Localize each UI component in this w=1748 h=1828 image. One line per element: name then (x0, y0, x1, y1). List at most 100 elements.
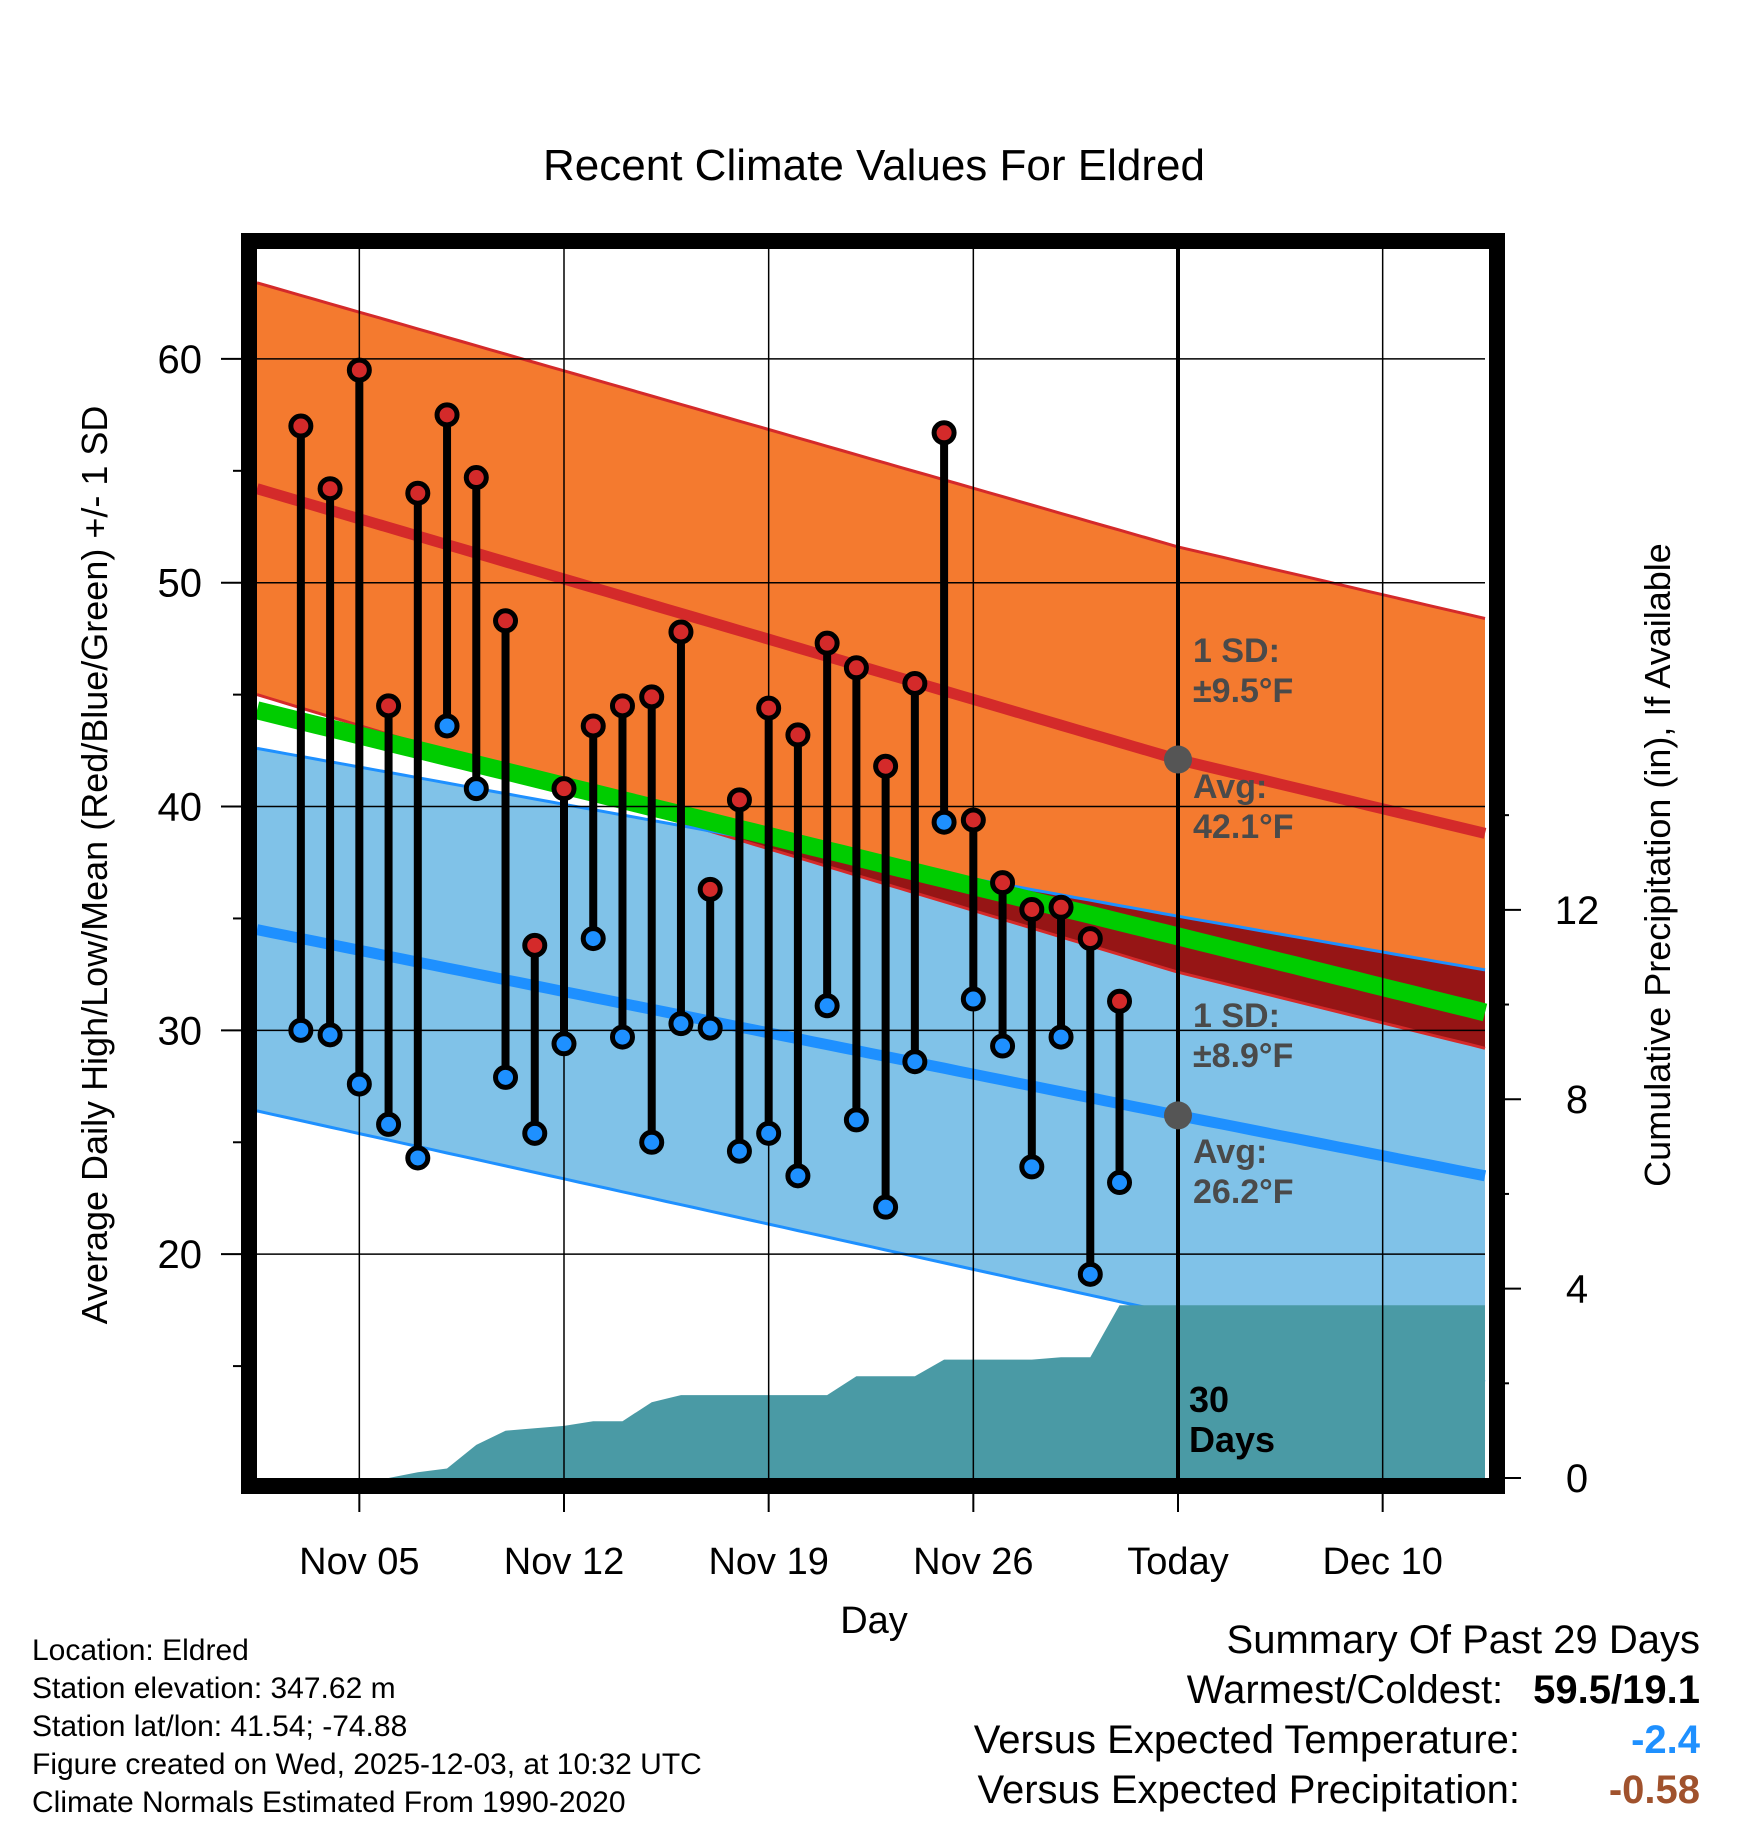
daily-low-point: 27.6 (346, 1071, 372, 1097)
daily-high-point: 57 (288, 413, 314, 439)
summary-temp-row: Versus Expected Temperature: -2.4 (974, 1718, 1700, 1763)
summary-precip-value: -0.58 (1608, 1768, 1700, 1812)
high-avg-label: Avg: (1193, 768, 1267, 806)
low-sd-label: ±8.9°F (1193, 1037, 1293, 1075)
daily-low-point: 29.4 (551, 1031, 577, 1057)
x-axis-label: Day (840, 1600, 908, 1642)
info-elevation: Station elevation: 347.62 m (32, 1672, 396, 1705)
y-tick-label: 40 (158, 786, 203, 830)
low-avg-label: 26.2°F (1193, 1173, 1294, 1211)
daily-low-point: 39.3 (931, 809, 957, 835)
daily-high-point: 40.8 (551, 776, 577, 802)
daily-low-point: 31.4 (960, 986, 986, 1012)
daily-high-point: 35.5 (1048, 894, 1074, 920)
y2-tick-label: 12 (1555, 889, 1600, 933)
daily-low-point: 29.8 (317, 1022, 343, 1048)
daily-low-point: 26 (843, 1107, 869, 1133)
high-avg-label: 42.1°F (1193, 808, 1294, 846)
daily-low-point: 24.3 (405, 1145, 431, 1171)
daily-high-point: 43.2 (785, 722, 811, 748)
daily-high-point: 56.7 (931, 420, 957, 446)
daily-low-point: 29.7 (609, 1024, 635, 1050)
y2-tick-label: 0 (1566, 1457, 1588, 1501)
x-tick-label: Nov 19 (708, 1541, 828, 1583)
daily-low-point: 22.1 (873, 1194, 899, 1220)
daily-low-point: 19.1 (1077, 1261, 1103, 1287)
y-tick-label: 20 (158, 1233, 203, 1277)
daily-high-point: 47.8 (668, 619, 694, 645)
daily-high-point: 35.4 (1019, 897, 1045, 923)
daily-high-point: 36.3 (697, 876, 723, 902)
daily-high-point: 45.5 (902, 670, 928, 696)
info-location: Location: Eldred (32, 1634, 249, 1667)
daily-low-point: 29.3 (990, 1033, 1016, 1059)
summary-warmest-value: 59.5/19.1 (1533, 1668, 1700, 1712)
chart-title: Recent Climate Values For Eldred (543, 141, 1205, 190)
daily-high-point: 44.4 (756, 695, 782, 721)
daily-high-point: 48.3 (493, 608, 519, 634)
daily-low-point: 24.6 (726, 1138, 752, 1164)
x-tick-label: Nov 05 (299, 1541, 419, 1583)
x-tick-label: Today (1127, 1541, 1228, 1583)
daily-high-point: 36.6 (990, 870, 1016, 896)
high-normal-line (255, 483, 1487, 839)
summary-warmest-label: Warmest/Coldest: (1186, 1668, 1504, 1712)
x-tick-label: Nov 12 (504, 1541, 624, 1583)
today-high-normal-marker (1164, 745, 1192, 774)
daily-high-point: 59.5 (346, 357, 372, 383)
info-normals: Climate Normals Estimated From 1990-2020 (32, 1786, 626, 1819)
daily-low-point: 30 (288, 1017, 314, 1043)
y2-axis-label: Cumulative Precipitation (in), If Availa… (1637, 543, 1678, 1187)
y2-tick-label: 8 (1566, 1078, 1588, 1122)
precipitation-area (300, 1305, 1485, 1478)
daily-high-point: 41.8 (873, 753, 899, 779)
low-normal-line (255, 924, 1487, 1182)
daily-low-point: 40.8 (463, 776, 489, 802)
y-tick-label: 30 (158, 1009, 203, 1053)
daily-high-point: 44.5 (609, 693, 635, 719)
y-axis-label: Average Daily High/Low/Mean (Red/Blue/Gr… (74, 406, 115, 1325)
daily-low-point: 25.4 (522, 1120, 548, 1146)
daily-low-point: 25 (639, 1129, 665, 1155)
summary-temp-value: -2.4 (1631, 1718, 1700, 1762)
daily-low-point: 23.2 (1107, 1170, 1133, 1196)
x-tick-label: Nov 26 (913, 1541, 1033, 1583)
daily-high-point: 33.8 (522, 932, 548, 958)
daily-high-point: 31.3 (1107, 988, 1133, 1014)
daily-low-point: 30.1 (697, 1015, 723, 1041)
daily-low-point: 25.4 (756, 1120, 782, 1146)
daily-high-point: 46.2 (843, 655, 869, 681)
daily-low-point: 25.8 (376, 1111, 402, 1137)
daily-high-point: 54.7 (463, 465, 489, 491)
high-sd-upper-line (256, 281, 1486, 620)
summary-precip-label: Versus Expected Precipitation: (977, 1768, 1520, 1812)
daily-high-point: 47.3 (814, 630, 840, 656)
daily-low-point: 30.3 (668, 1011, 694, 1037)
low-avg-label: Avg: (1193, 1133, 1267, 1171)
daily-low-point: 34.1 (580, 926, 606, 952)
daily-high-point: 40.3 (726, 787, 752, 813)
window-days-label: Days (1189, 1419, 1275, 1460)
daily-low-point: 31.1 (814, 993, 840, 1019)
daily-low-point: 29.7 (1048, 1024, 1074, 1050)
summary-precip-row: Versus Expected Precipitation: -0.58 (977, 1768, 1700, 1813)
mean-normal-line (254, 701, 1488, 1022)
x-tick-label: Dec 10 (1322, 1541, 1442, 1583)
daily-low-point: 27.9 (493, 1064, 519, 1090)
high-sd-label: 1 SD: (1193, 632, 1280, 670)
daily-high-point: 34.1 (1077, 926, 1103, 952)
summary-warmest-row: Warmest/Coldest: 59.5/19.1 (1187, 1668, 1700, 1713)
window-days-label: 30 (1189, 1379, 1229, 1420)
daily-high-point: 44.9 (639, 684, 665, 710)
daily-low-point: 23.9 (1019, 1154, 1045, 1180)
info-latlon: Station lat/lon: 41.54; -74.88 (32, 1710, 408, 1743)
summary-temp-label: Versus Expected Temperature: (973, 1718, 1520, 1762)
low-sd-label: 1 SD: (1193, 997, 1280, 1035)
high-sd-label: ±9.5°F (1193, 672, 1293, 710)
daily-low-point: 28.6 (902, 1049, 928, 1075)
daily-high-point: 43.6 (580, 713, 606, 739)
daily-high-point: 44.5 (376, 693, 402, 719)
daily-high-point: 54 (405, 480, 431, 506)
y-tick-label: 50 (158, 562, 203, 606)
daily-high-point: 57.5 (434, 402, 460, 428)
